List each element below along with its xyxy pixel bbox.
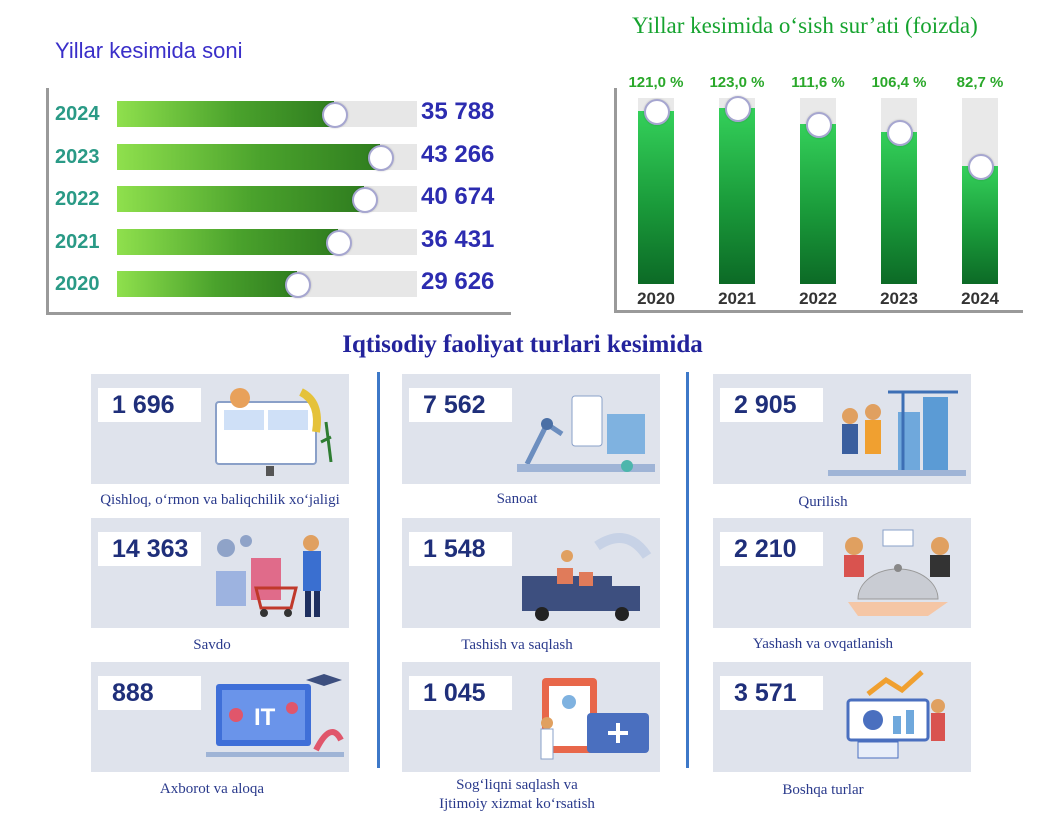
bar-year-label: 2020 [55,273,100,295]
bar-year-label: 2023 [55,145,100,168]
agriculture-icon [215,388,333,476]
construction-icon [828,390,966,476]
card-value: 1 548 [409,532,512,566]
card-label: Axborot va aloqa [159,781,265,797]
bar-year-label: 2021 [55,230,100,253]
svg-text:IT: IT [254,704,276,731]
card-label: Tashish va saqlash [461,637,573,653]
bar-value-label: 121,0 % [628,74,684,91]
card-value: 7 562 [409,388,512,422]
card-label: Savdo [193,637,231,653]
bar [962,166,998,284]
card-trade: 14 363 [91,518,349,628]
analytics-icon [846,670,945,759]
bar [117,271,297,297]
delivery-truck-icon [522,533,652,621]
card-value: 3 571 [720,676,823,710]
card-label: Sog‘liqni saqlash va [456,777,578,793]
right-chart-frame [614,88,1023,313]
bar-knob [887,120,913,146]
card-label: Yashash va ovqatlanish [752,636,894,652]
card-label: Boshqa turlar [782,782,864,798]
right-chart-title: Yillar kesimida o‘sish sur’ati (foizda) [632,13,978,38]
bar-year-label: 2020 [637,289,675,308]
bar [117,186,364,212]
shopping-icon [216,535,321,617]
bar-value-label: 29 626 [421,268,495,295]
card-ict: 888 IT [91,662,349,772]
card-value: 888 [98,676,201,710]
bar-value-label: 36 431 [421,225,495,253]
it-icon: IT [206,674,344,757]
bar [638,111,674,284]
bar-year-label: 2021 [718,289,756,308]
bar [117,228,338,255]
card-label: Qishloq, o‘rmon va baliqchilik xo‘jaligi [100,492,340,508]
bar-value-label: 43 266 [421,140,495,168]
industry-icon [517,395,655,472]
bar-knob [322,102,348,128]
bar [117,143,380,170]
card-accommodation: 2 210 [713,518,971,628]
healthcare-icon [540,678,649,760]
bar-knob [806,112,832,138]
card-label: Sanoat [496,491,538,507]
card-industry: 7 562 [402,374,660,484]
bar-value-label: 40 674 [421,183,495,210]
bar-knob [368,144,394,171]
bar-year-label: 2022 [55,188,100,210]
section-title: Iqtisodiy faoliyat turlari kesimida [342,331,703,358]
bar-value-label: 82,7 % [956,74,1004,91]
bar-knob [352,187,378,213]
card-other: 3 571 [713,662,971,772]
bar [117,101,334,127]
bar-knob [285,272,311,298]
bar-year-label: 2023 [880,289,918,308]
card-value: 14 363 [98,532,201,566]
bar [881,132,917,284]
left-chart-title: Yillar kesimida soni [55,38,243,63]
bar-value-label: 35 788 [421,98,495,125]
card-value: 2 905 [720,388,823,422]
bar-knob [968,154,994,180]
card-label: Qurilish [798,494,848,510]
bar-year-label: 2022 [799,289,837,308]
bar-year-label: 2024 [55,103,100,125]
bar-value-label: 106,4 % [871,74,927,91]
bar-knob [644,99,670,125]
card-agriculture: 1 696 [91,374,349,484]
bar [719,108,755,284]
left-chart-frame [46,88,511,315]
bar-knob [326,229,352,256]
food-service-icon [844,529,950,616]
card-value: 2 210 [720,532,823,566]
column-divider-right [686,372,689,768]
bar [800,124,836,284]
column-divider-left [377,372,380,768]
bar-value-label: 111,6 % [791,74,845,91]
card-health: 1 045 [402,662,660,772]
bar-knob [725,96,751,122]
bar-value-label: 123,0 % [709,74,765,91]
card-construction: 2 905 [713,374,971,484]
card-transport: 1 548 [402,518,660,628]
card-value: 1 696 [98,388,201,422]
card-value: 1 045 [409,676,512,710]
card-label: Ijtimoiy xizmat ko‘rsatish [439,796,595,812]
bar-year-label: 2024 [961,289,999,308]
